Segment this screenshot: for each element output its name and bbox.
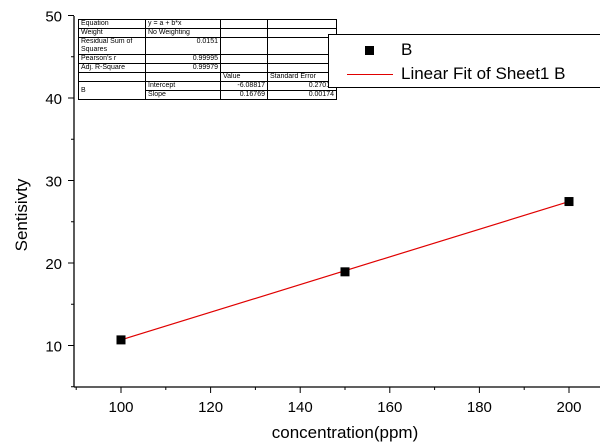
- equation-value: y = a + b*x: [145, 19, 221, 29]
- x-tick-label: 120: [198, 399, 223, 416]
- legend-label-b: B: [401, 40, 413, 59]
- equation-label: Equation: [78, 19, 146, 29]
- row-group-label: B: [78, 81, 146, 100]
- data-point: [564, 197, 574, 207]
- x-tick-label: 100: [108, 399, 133, 416]
- x-axis-label: concentration(ppm): [272, 423, 418, 442]
- x-tick-label: 200: [556, 399, 581, 416]
- x-tick-label: 160: [377, 399, 402, 416]
- x-axis-ticks: 100 120 140 160 180 200: [75, 387, 582, 416]
- legend-label-fit: Linear Fit of Sheet1 B: [401, 64, 566, 83]
- adj-r2-label: Adj. R-Square: [78, 63, 146, 73]
- y-tick-label: 50: [45, 9, 62, 26]
- stderr-header: Standard Error: [267, 72, 337, 82]
- pearson-value: 0.99995: [145, 54, 221, 64]
- data-point: [340, 267, 350, 277]
- series-layer: [116, 197, 574, 345]
- y-tick-label: 20: [45, 256, 62, 273]
- value-header: Value: [220, 72, 268, 82]
- axes: [73, 16, 600, 388]
- intercept-value: -6.08817: [220, 81, 268, 91]
- y-axis-label: Sentisivty: [12, 178, 31, 251]
- legend-marker-b: [365, 46, 374, 55]
- y-axis-ticks: 10 20 30 40 50: [45, 9, 74, 388]
- adj-r2-value: 0.99979: [145, 63, 221, 73]
- slope-error: 0.00174: [267, 90, 337, 100]
- intercept-error: 0.27016: [267, 81, 337, 91]
- weight-value: No Weighting: [145, 28, 221, 38]
- data-point: [116, 335, 126, 345]
- y-tick-label: 30: [45, 174, 62, 191]
- x-tick-label: 140: [288, 399, 313, 416]
- legend: B Linear Fit of Sheet1 B: [328, 34, 600, 88]
- rss-value: 0.0151: [145, 37, 221, 55]
- intercept-label: Intercept: [145, 81, 221, 91]
- rss-label: Residual Sum of Squares: [78, 37, 146, 55]
- fit-results-table: Equation y = a + b*x Weight No Weighting…: [78, 19, 337, 100]
- slope-value: 0.16769: [220, 90, 268, 100]
- legend-line-fit: [347, 74, 393, 75]
- y-tick-label: 40: [45, 91, 62, 108]
- x-tick-label: 180: [467, 399, 492, 416]
- slope-label: Slope: [145, 90, 221, 100]
- pearson-label: Pearson's r: [78, 54, 146, 64]
- weight-label: Weight: [78, 28, 146, 38]
- y-tick-label: 10: [45, 339, 62, 356]
